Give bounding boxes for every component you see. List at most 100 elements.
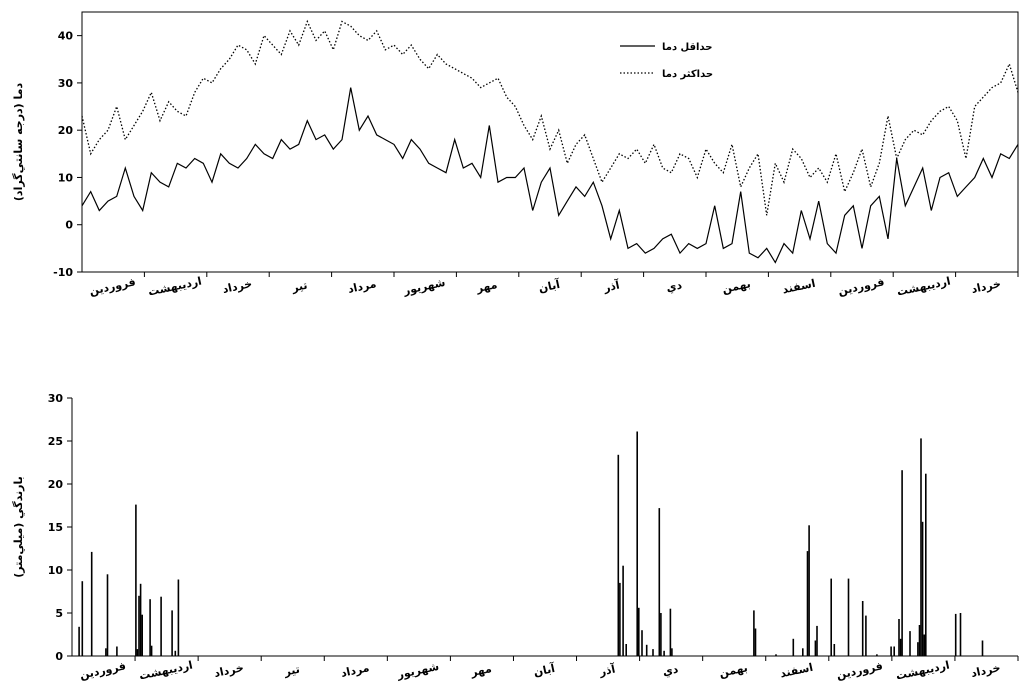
precipitation-bar (876, 654, 878, 656)
precipitation-x-tick-label: فروردين (79, 659, 128, 681)
precipitation-bar (641, 630, 643, 656)
precipitation-bar (920, 438, 922, 656)
precipitation-x-tick-label: آذر (597, 662, 617, 679)
precipitation-bar (893, 646, 895, 656)
legend-min-label: حداقل دما (662, 42, 712, 53)
precipitation-bar (775, 654, 777, 656)
precipitation-bar (890, 646, 892, 656)
temperature-plot-frame (81, 11, 1019, 273)
temperature-x-tick-label: شهريور (401, 276, 446, 298)
precipitation-bar (136, 649, 139, 656)
precipitation-bar (816, 625, 818, 656)
precipitation-bar (617, 454, 620, 656)
precipitation-bar (90, 551, 93, 656)
temperature-x-tick-label: آبان (537, 277, 561, 295)
precipitation-bar (619, 582, 621, 656)
legend-max-label: حداكثر دما (662, 69, 713, 80)
precipitation-bar (865, 615, 867, 656)
precipitation-bar (921, 521, 924, 656)
precipitation-x-tick-label: ارديبهشت (138, 659, 194, 683)
precipitation-bar (106, 574, 109, 656)
precipitation-x-tick-label: خرداد (213, 661, 245, 680)
precipitation-bar (636, 431, 638, 656)
precipitation-bar (847, 578, 850, 656)
precipitation-y-tick-label: 10 (48, 564, 64, 577)
temperature-x-tick-label: ارديبهشت (896, 275, 952, 299)
temperature-x-tick-label: مرداد (347, 277, 378, 296)
temperature-x-tick-label: خرداد (970, 277, 1002, 296)
precipitation-x-tick-label: خرداد (970, 661, 1002, 680)
precipitation-bar (981, 640, 984, 656)
precipitation-bar (177, 579, 180, 656)
precipitation-bar (622, 565, 624, 656)
temperature-x-tick-label: خرداد (221, 277, 253, 296)
temperature-y-tick-label: 30 (58, 77, 74, 90)
temperature-x-tick-label: فروردين (837, 275, 886, 297)
precipitation-bar (625, 644, 627, 656)
precipitation-x-tick-label: فروردين (835, 659, 884, 681)
precipitation-bar (669, 608, 672, 656)
min-temperature-line (81, 87, 1019, 264)
precipitation-bar (652, 649, 654, 656)
precipitation-x-tick-label: تير (282, 663, 301, 679)
precipitation-bar (139, 583, 142, 656)
precipitation-bar (150, 645, 153, 656)
precipitation-bar (830, 578, 832, 656)
precipitation-bar (138, 595, 140, 656)
max-temperature-line (81, 19, 1019, 216)
precipitation-x-tick-label: دي (661, 663, 679, 679)
precipitation-bar (663, 650, 665, 656)
precipitation-bar (638, 607, 640, 656)
precipitation-bar (645, 644, 648, 656)
precipitation-bar (754, 628, 757, 656)
precipitation-bar (802, 648, 804, 656)
precipitation-bar (171, 610, 173, 656)
temperature-y-axis-label: دما (درجه سانتي‌گراد) (12, 83, 25, 202)
precipitation-bar (899, 638, 902, 656)
temperature-y-tick-label: 10 (58, 171, 74, 184)
precipitation-bar (671, 648, 673, 656)
precipitation-bar (959, 613, 962, 656)
temperature-x-tick-label: دي (665, 279, 683, 295)
temperature-y-tick-label: 0 (65, 219, 73, 232)
temperature-x-tick-label: بهمن (721, 277, 752, 296)
precipitation-bar (78, 626, 80, 656)
precipitation-bar (861, 601, 864, 656)
precipitation-bar (925, 473, 927, 656)
precipitation-y-tick-label: 25 (48, 435, 63, 448)
precipitation-y-tick-label: 20 (48, 478, 64, 491)
precipitation-bar (116, 646, 118, 656)
precipitation-x-tick-label: ارديبهشت (895, 659, 951, 683)
temperature-y-tick-label: -10 (53, 266, 73, 279)
precipitation-x-tick-label: شهريور (395, 660, 440, 682)
temperature-x-tick-label: مهر (474, 278, 498, 295)
precipitation-bar (814, 640, 817, 656)
precipitation-x-tick-label: آبان (532, 661, 556, 679)
precipitation-bar (898, 619, 900, 656)
precipitation-bar (918, 625, 921, 656)
precipitation-bar (917, 642, 919, 656)
temperature-x-tick-label: ارديبهشت (147, 275, 203, 299)
precipitation-bar (141, 614, 143, 656)
temperature-y-tick-label: 20 (58, 124, 74, 137)
precipitation-bar (174, 650, 177, 656)
precipitation-bar (909, 631, 911, 656)
temperature-y-tick-label: 40 (58, 30, 74, 43)
precipitation-bar (954, 613, 957, 656)
precipitation-bar (660, 613, 662, 656)
precipitation-bar (105, 648, 107, 656)
precipitation-y-tick-label: 0 (55, 650, 63, 663)
precipitation-bar (160, 596, 162, 656)
precipitation-x-tick-label: مرداد (340, 661, 371, 680)
precipitation-x-tick-label: اسفند (779, 661, 814, 681)
precipitation-bar (658, 508, 661, 656)
temperature-x-tick-label: آذر (601, 278, 621, 295)
precipitation-bar (923, 634, 925, 656)
precipitation-y-axis-label: بارندگي (ميلي‌متر) (12, 476, 25, 578)
temperature-x-tick-label: اسفند (781, 277, 816, 297)
precipitation-x-tick-label: بهمن (718, 661, 749, 680)
precipitation-bar (806, 551, 809, 656)
temperature-x-tick-label: فروردين (88, 275, 137, 297)
precipitation-x-tick-label: مهر (469, 662, 493, 679)
